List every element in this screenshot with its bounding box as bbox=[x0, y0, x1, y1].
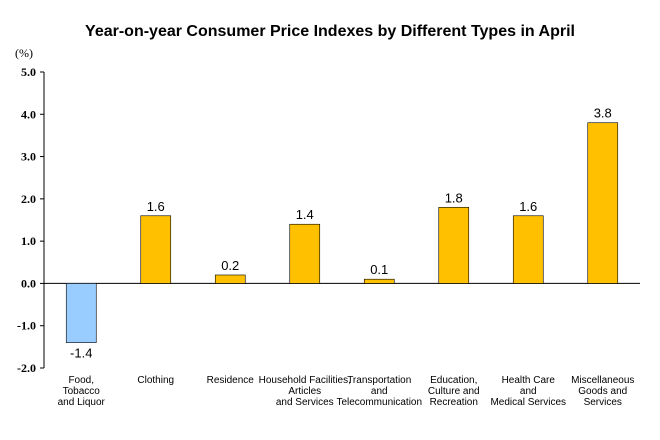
y-tick-label: 3.0 bbox=[21, 150, 36, 164]
x-category-label: and bbox=[371, 386, 388, 397]
y-unit-label: (%) bbox=[15, 46, 33, 60]
bar bbox=[289, 223, 321, 284]
y-ticks: 5.0 4.0 3.0 2.0 1.0 0.0 -1.0 -2.0 bbox=[17, 65, 44, 375]
bar bbox=[140, 215, 172, 284]
x-category-label: Goods and bbox=[578, 386, 627, 397]
x-category-label: Food, bbox=[68, 375, 94, 386]
x-category-label: Telecommunication bbox=[336, 397, 422, 408]
bar bbox=[438, 207, 470, 284]
chart-title: Year-on-year Consumer Price Indexes by D… bbox=[85, 23, 575, 40]
y-tick-label: 1.0 bbox=[21, 234, 36, 248]
data-label: 1.6 bbox=[147, 199, 165, 214]
x-category-label: Transportation bbox=[347, 375, 411, 386]
x-category-label: Miscellaneous bbox=[571, 375, 634, 386]
x-category-label: Medical Services bbox=[490, 397, 566, 408]
y-tick-label: 4.0 bbox=[21, 107, 36, 121]
bar bbox=[587, 122, 619, 284]
x-category-label: and Liquor bbox=[58, 397, 106, 408]
y-tick-label: 5.0 bbox=[21, 65, 36, 79]
bar bbox=[512, 215, 544, 284]
x-category-label: Health Care bbox=[502, 375, 556, 386]
x-category-label: Articles bbox=[288, 386, 321, 397]
x-category-label: Culture and bbox=[428, 386, 480, 397]
bar bbox=[214, 274, 246, 284]
bar bbox=[65, 283, 97, 343]
bars bbox=[65, 122, 619, 343]
x-category-label: Household Facilities, bbox=[259, 375, 351, 386]
bar bbox=[363, 278, 395, 284]
data-label: 1.4 bbox=[296, 207, 314, 222]
x-category-label: and bbox=[520, 386, 537, 397]
data-label: -1.4 bbox=[70, 346, 92, 361]
x-category-label: Residence bbox=[207, 375, 255, 386]
data-label: 1.6 bbox=[519, 199, 537, 214]
data-label: 3.8 bbox=[594, 106, 612, 121]
x-category-label: Education, bbox=[430, 375, 477, 386]
data-labels: -1.4 1.6 0.2 1.4 0.1 1.8 1.6 3.8 bbox=[70, 106, 612, 361]
data-label: 0.2 bbox=[221, 258, 239, 273]
x-category-label: Services bbox=[584, 397, 622, 408]
x-category-label: and Services bbox=[276, 397, 334, 408]
x-category-label: Clothing bbox=[137, 375, 174, 386]
data-label: 1.8 bbox=[445, 190, 463, 205]
data-label: 0.1 bbox=[370, 262, 388, 277]
x-category-label: Tobacco bbox=[63, 386, 101, 397]
x-category-label: Recreation bbox=[430, 397, 478, 408]
y-tick-label: -1.0 bbox=[17, 319, 36, 333]
y-tick-label: -2.0 bbox=[17, 361, 36, 375]
axes bbox=[43, 72, 640, 368]
y-tick-label: 0.0 bbox=[21, 276, 36, 290]
y-tick-label: 2.0 bbox=[21, 192, 36, 206]
